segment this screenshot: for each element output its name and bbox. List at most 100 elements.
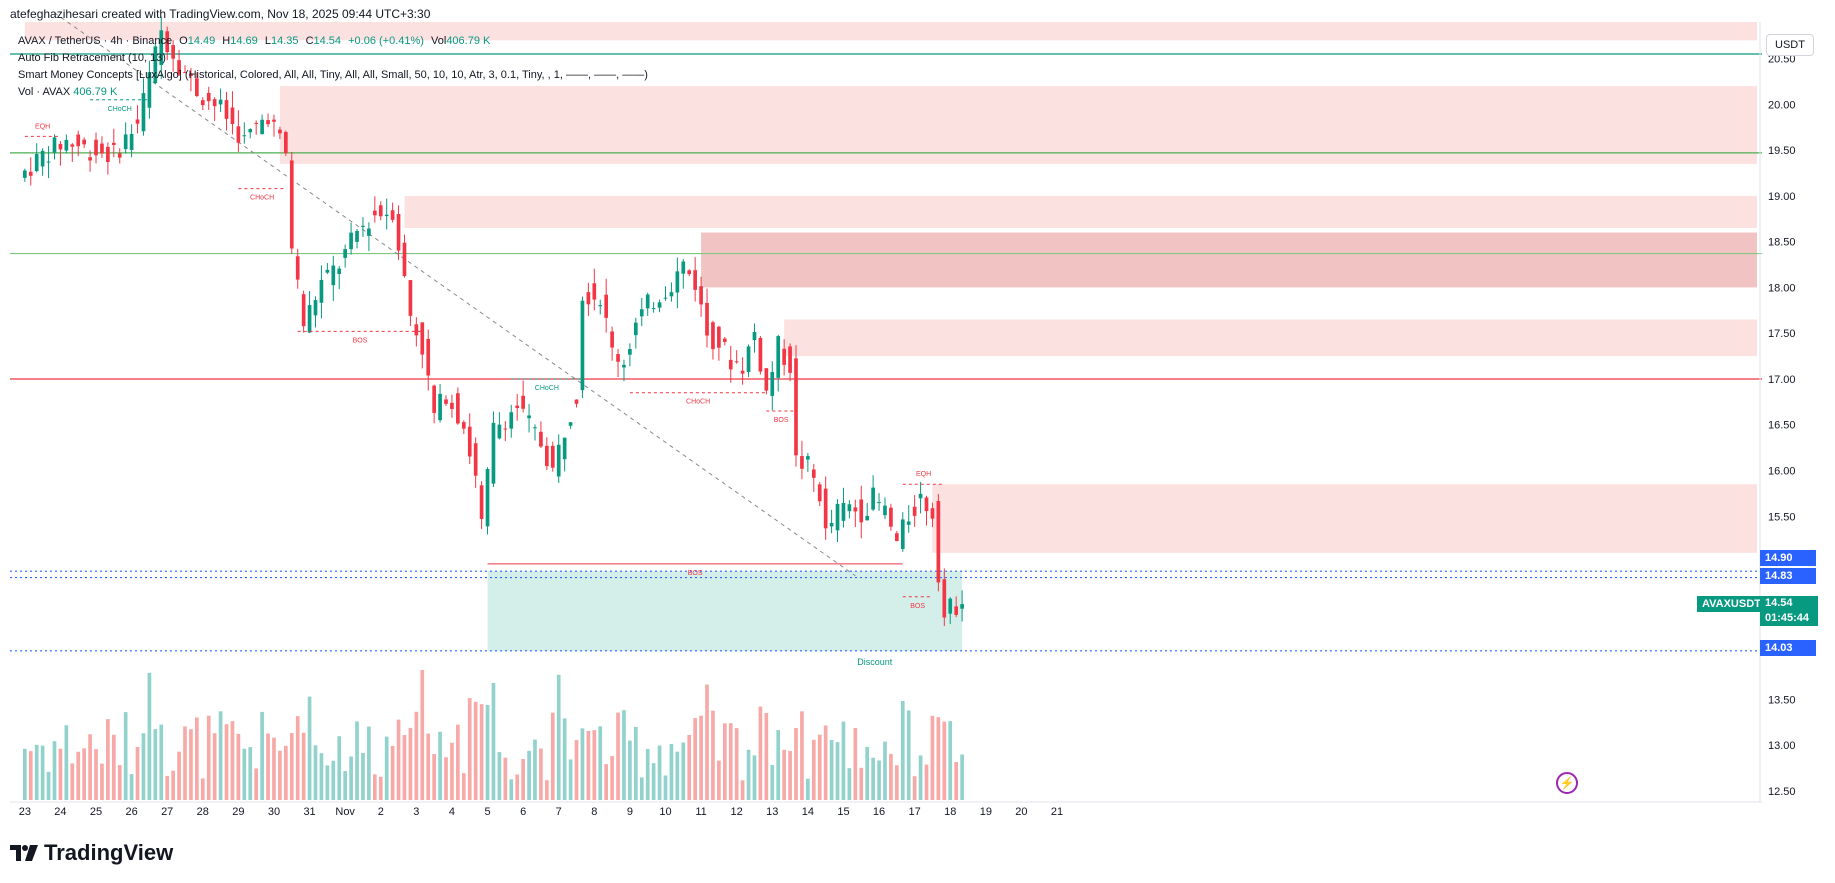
legend-volume-indicator[interactable]: Vol · AVAX 406.79 K [18, 86, 117, 98]
x-tick-label: 31 [303, 806, 315, 818]
volume-bar [200, 778, 205, 800]
volume-bar [390, 745, 395, 800]
x-tick-label: 25 [90, 806, 102, 818]
current-price: 14.54 [1765, 597, 1793, 609]
candle-body [420, 322, 425, 355]
candle-body [337, 268, 342, 275]
candle-body [942, 579, 947, 618]
candle-body [272, 119, 276, 122]
lightning-icon[interactable]: ⚡ [1556, 772, 1578, 794]
candle-body [687, 270, 692, 275]
candle-body [473, 443, 478, 476]
y-tick-label: 20.00 [1768, 99, 1796, 111]
volume-bar [141, 733, 146, 800]
x-tick-label: 28 [197, 806, 209, 818]
volume-bar [574, 740, 579, 800]
supply-zone-5 [932, 484, 1757, 553]
candle-body [859, 499, 864, 523]
y-tick-label: 13.50 [1768, 694, 1796, 706]
volume-bar [693, 718, 697, 800]
y-tick-label: 17.00 [1768, 374, 1796, 386]
x-tick-label: 9 [627, 806, 633, 818]
volume-bar [823, 725, 828, 800]
candle-body [100, 143, 104, 154]
candle-body [284, 131, 288, 154]
x-tick-label: 20 [1015, 806, 1027, 818]
candle-body [408, 280, 413, 316]
candle-body [562, 437, 567, 460]
volume-bar [260, 711, 264, 800]
y-tick-label: 19.00 [1768, 191, 1796, 203]
volume-bar [159, 724, 164, 800]
candle-body [521, 395, 525, 409]
candle-body [889, 507, 893, 527]
candle-body [705, 302, 709, 336]
y-tick-label: 13.00 [1768, 740, 1796, 752]
candle-body [633, 322, 638, 336]
candle-body [628, 349, 632, 355]
candle-body [248, 129, 253, 133]
legend-symbol[interactable]: AVAX / TetherUS · 4h · Binance [18, 35, 173, 47]
chart-credit: atefeghazihesari created with TradingVie… [10, 7, 431, 21]
volume-bar [111, 734, 116, 800]
candle-body [117, 153, 122, 158]
volume-bar [883, 741, 887, 800]
volume-bar [562, 718, 567, 800]
volume-bar [355, 721, 359, 800]
volume-bar [467, 698, 472, 800]
volume-bar [34, 744, 39, 800]
volume-bar [432, 754, 436, 800]
candle-body [871, 487, 875, 510]
volume-bar [420, 670, 425, 800]
y-tick-label: 16.00 [1768, 465, 1796, 477]
volume-bar [438, 731, 442, 800]
y-tick-label: 17.50 [1768, 328, 1796, 340]
volume-bar [444, 757, 448, 800]
volume-bar [722, 723, 727, 800]
price-tag-14-03: 14.03 [1760, 640, 1816, 656]
price-tag-14-83: 14.83 [1760, 568, 1816, 584]
candle-body [657, 302, 662, 308]
volume-bar [639, 777, 644, 800]
x-tick-label: 30 [268, 806, 280, 818]
candle-body [740, 370, 745, 374]
candle-body [788, 346, 792, 373]
x-tick-label: 5 [484, 806, 490, 818]
candle-body [693, 270, 697, 290]
candle-body [906, 521, 911, 525]
candle-body [485, 468, 490, 527]
volume-bar [212, 733, 217, 800]
volume-bar [82, 748, 86, 800]
legend-smc-indicator[interactable]: Smart Money Concepts [LuxAlgo] (Historic… [18, 69, 648, 81]
candle-body [491, 422, 496, 484]
volume-bar [758, 706, 763, 800]
candle-body [349, 232, 353, 250]
candle-body [254, 122, 259, 124]
candle-body [622, 364, 626, 368]
volume-bar [479, 704, 484, 800]
volume-bar [325, 765, 330, 800]
volume-bar [248, 747, 253, 800]
volume-bar [177, 751, 181, 800]
volume-bar [46, 771, 51, 800]
volume-bar [129, 774, 134, 800]
candle-body [954, 606, 959, 615]
volume-bar [414, 711, 419, 800]
candle-body [94, 139, 98, 156]
current-price-box: 14.54 01:45:44 [1760, 596, 1818, 626]
candle-body [129, 133, 134, 150]
legend-fib-indicator[interactable]: Auto Fib Retracement (10, 13) [18, 52, 166, 64]
volume-bar [242, 748, 247, 800]
volume-bar [645, 748, 650, 800]
volume-bar [509, 779, 514, 800]
currency-selector[interactable]: USDT [1766, 34, 1814, 56]
x-tick-label: 21 [1051, 806, 1063, 818]
candle-body [877, 502, 881, 504]
candle-body [717, 326, 721, 348]
y-tick-label: 16.50 [1768, 420, 1796, 432]
volume-bar [912, 776, 917, 800]
x-tick-label: 26 [125, 806, 137, 818]
volume-bar [752, 755, 757, 800]
y-tick-label: 20.50 [1768, 54, 1796, 66]
